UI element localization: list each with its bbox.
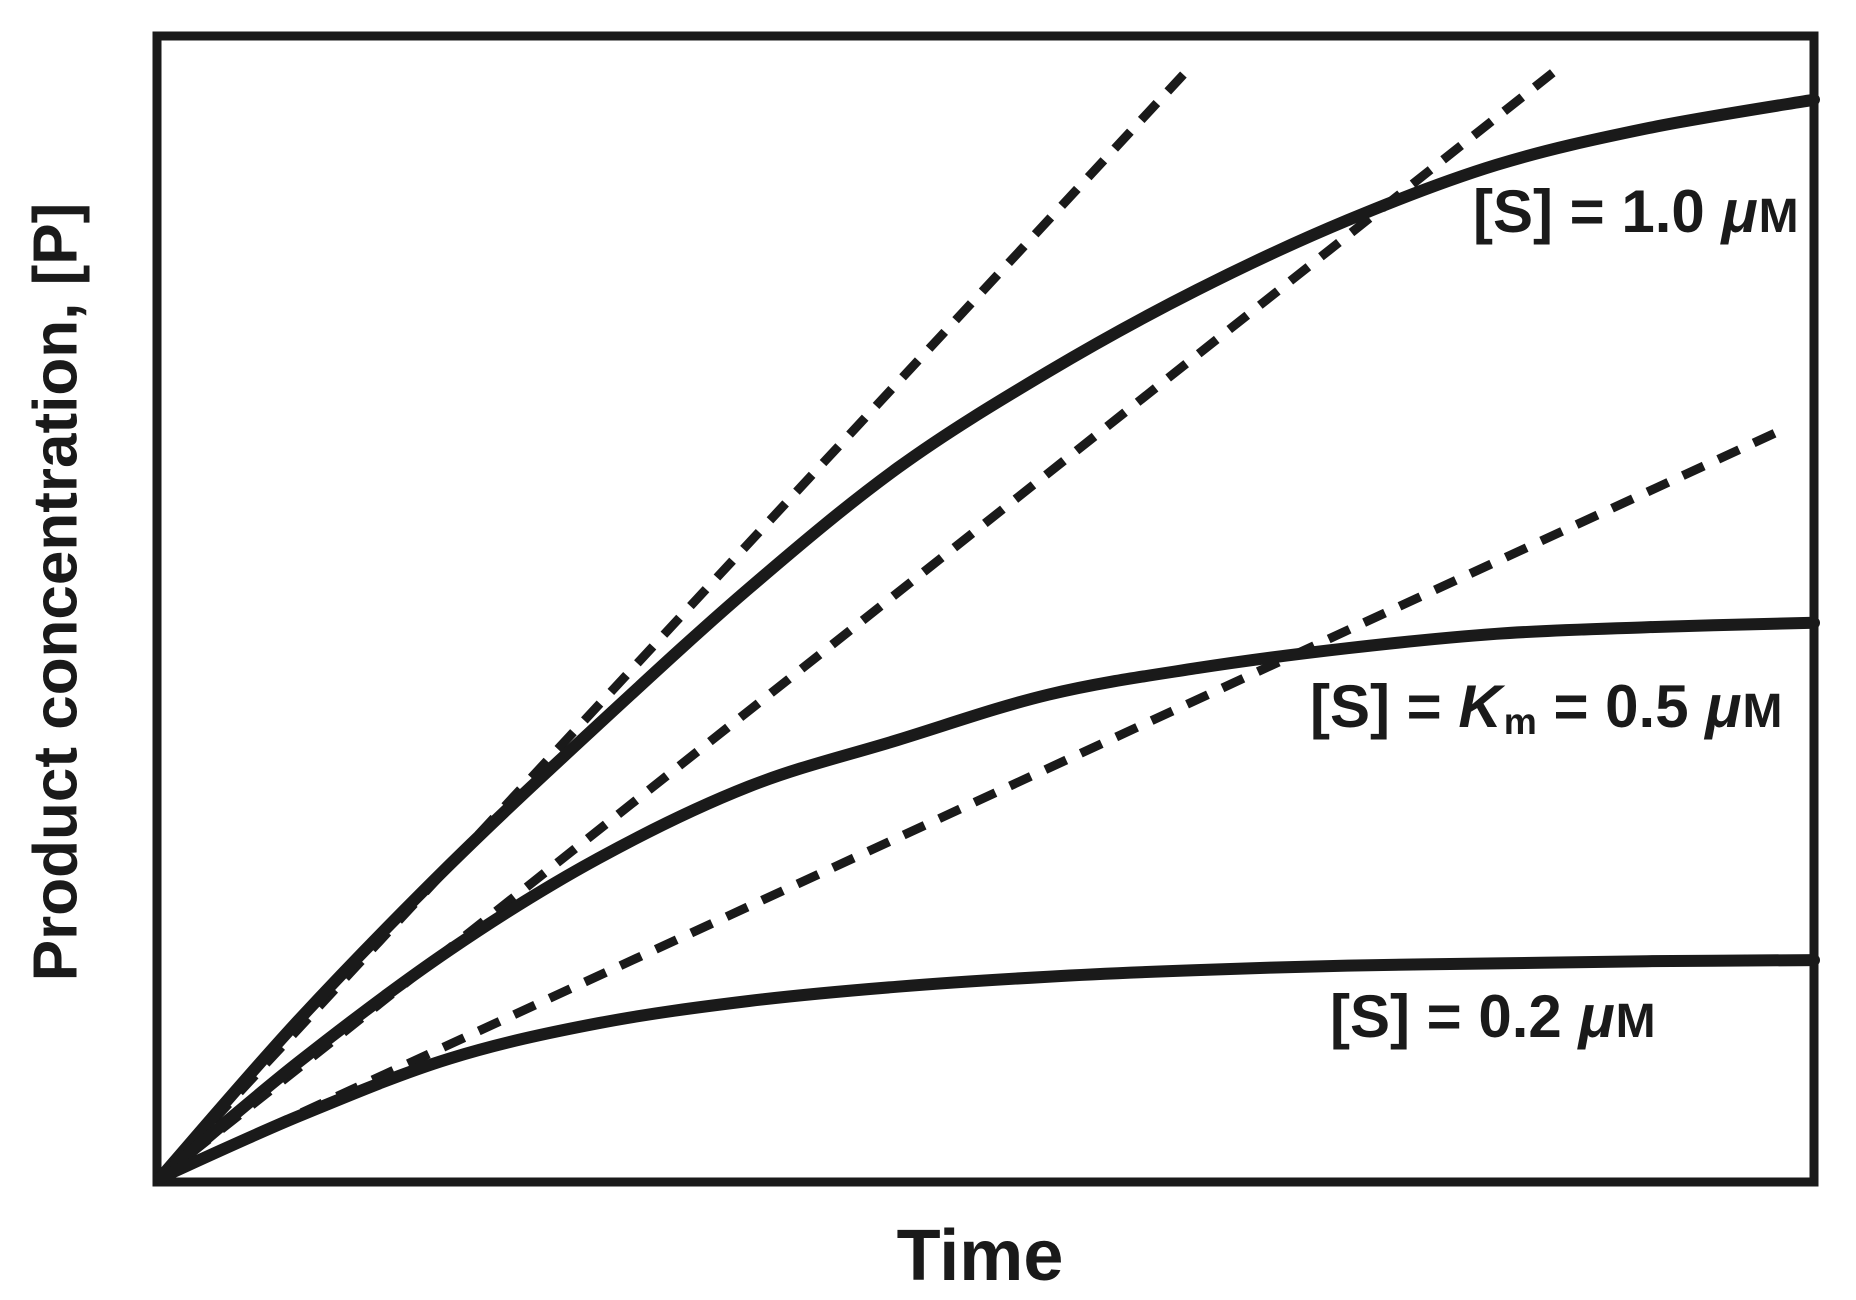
mu-symbol: μ: [1705, 673, 1742, 740]
tangent-line-s-0-5: [157, 64, 1563, 1182]
curve-s-0-2: [154, 954, 1820, 1184]
km-subscript: m: [1503, 699, 1537, 742]
curve-label-text: [S] =: [1310, 673, 1459, 740]
molar-unit: M: [1758, 190, 1800, 243]
curve-label-text: [S] = 1.0: [1473, 178, 1722, 245]
tangent-line-s-0-2: [158, 424, 1788, 1183]
mu-symbol: μ: [1721, 178, 1758, 245]
curve-label-s-0-5: [S] = Km = 0.5 μM: [1310, 673, 1784, 740]
molar-unit: M: [1742, 685, 1784, 738]
curve-label-text: [S] = 0.2: [1330, 983, 1579, 1050]
curve-label-s-1-0: [S] = 1.0 μM: [1473, 180, 1800, 243]
molar-unit: M: [1615, 995, 1657, 1048]
plot-border: [152, 31, 1819, 1187]
curve-s-1-0: [154, 93, 1820, 1184]
curve-s-0-5: [154, 616, 1820, 1184]
curve-label-text: = 0.5: [1536, 673, 1706, 740]
curve-label-s-0-2: [S] = 0.2 μM: [1330, 985, 1657, 1048]
mu-symbol: μ: [1578, 983, 1615, 1050]
km-variable: K: [1458, 673, 1502, 740]
y-axis-label: Product concentration, [P]: [21, 202, 91, 982]
x-axis-label: Time: [896, 1216, 1064, 1296]
